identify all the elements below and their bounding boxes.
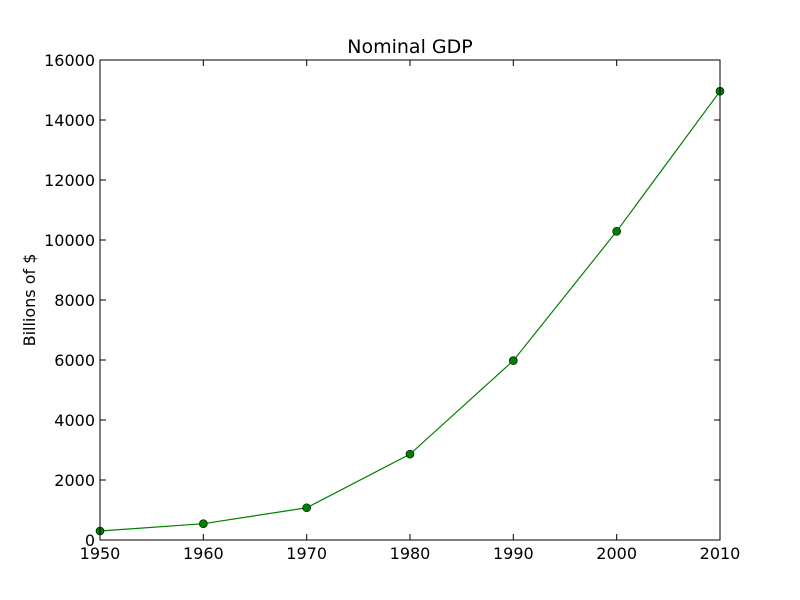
y-tick-label: 12000 (44, 171, 95, 190)
x-tick-label: 1970 (286, 544, 327, 563)
y-tick-label: 2000 (54, 471, 95, 490)
y-axis-label: Billions of $ (20, 254, 39, 347)
axis-ticks: 1950 1960 1970 1980 1990 2000 2010 0 2000 4000 600… (44, 51, 740, 563)
x-tick-label: 2010 (700, 544, 741, 563)
data-point (509, 356, 518, 365)
x-tick-label: 1980 (390, 544, 431, 563)
x-tick-label: 1960 (183, 544, 224, 563)
data-point (302, 503, 311, 513)
y-tick-label: 16000 (44, 51, 95, 70)
x-tick-label: 1990 (493, 544, 534, 563)
data-series (95, 86, 725, 536)
chart-title: Nominal GDP (347, 36, 472, 58)
y-tick-label: 0 (85, 531, 95, 550)
plot-area (100, 60, 720, 540)
data-point (405, 449, 415, 459)
x-tick-label: 2000 (596, 544, 637, 563)
y-tick-label: 8000 (54, 291, 95, 310)
y-tick-label: 4000 (54, 411, 95, 430)
data-point (199, 519, 208, 529)
y-tick-label: 6000 (54, 351, 95, 370)
data-point (612, 227, 621, 236)
y-tick-label: 10000 (44, 231, 95, 250)
x-tick-label: 1950 (80, 544, 121, 563)
plot-frame (99, 59, 721, 541)
y-tick-label: 14000 (44, 111, 95, 130)
